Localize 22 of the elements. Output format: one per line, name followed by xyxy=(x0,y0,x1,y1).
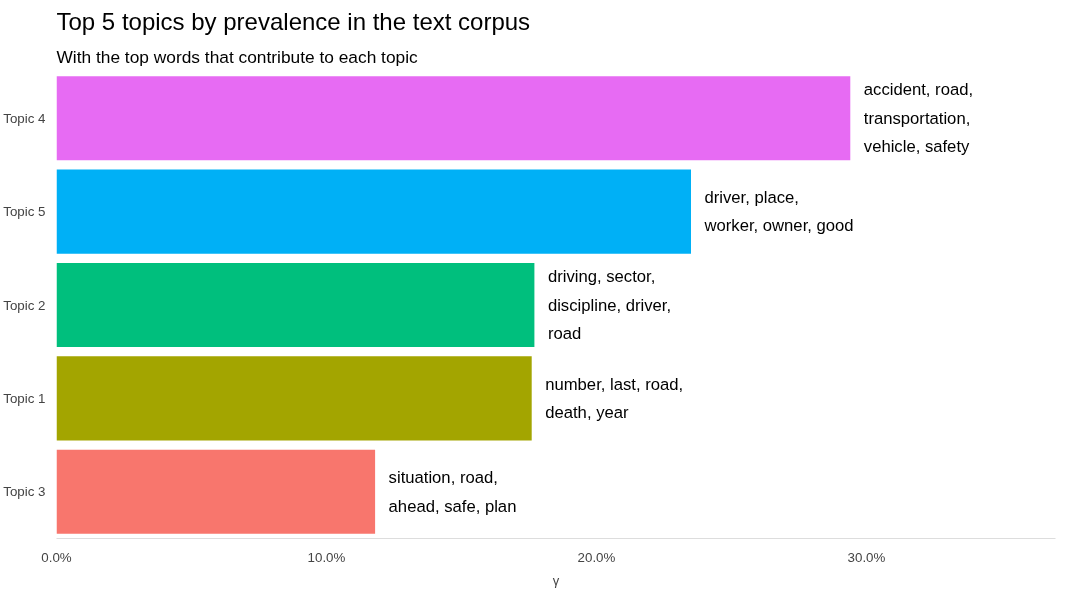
data-label: situation, road, ahead, safe, plan xyxy=(388,468,517,516)
y-tick-label: Topic 2 xyxy=(3,297,46,313)
y-tick-label: Topic 3 xyxy=(3,484,46,500)
y-tick-label: Topic 4 xyxy=(3,110,47,126)
bar xyxy=(56,356,532,441)
bar xyxy=(56,169,691,254)
x-tick-label: 0.0% xyxy=(41,549,72,565)
y-tick-label: Topic 5 xyxy=(3,204,46,220)
data-label: driving, sector, discipline, driver, road xyxy=(547,267,672,343)
x-tick-label: 30.0% xyxy=(847,549,886,565)
y-tick-label: Topic 1 xyxy=(3,390,46,406)
bar xyxy=(56,76,851,161)
x-axis-title: γ xyxy=(552,572,560,588)
x-tick-label: 10.0% xyxy=(307,549,346,565)
x-tick-label: 20.0% xyxy=(577,549,616,565)
bar xyxy=(56,262,535,348)
data-label: accident, road, transportation, vehicle, safety xyxy=(863,80,974,157)
chart-title: Top 5 topics by prevalence in the text corpus xyxy=(56,7,531,35)
data-label: driver, place, worker, owner, good xyxy=(703,187,854,236)
chart-subtitle: With the top words that contribute to each topic xyxy=(56,46,419,67)
data-label: number, last, road, death, year xyxy=(545,374,684,423)
bar xyxy=(56,449,376,534)
